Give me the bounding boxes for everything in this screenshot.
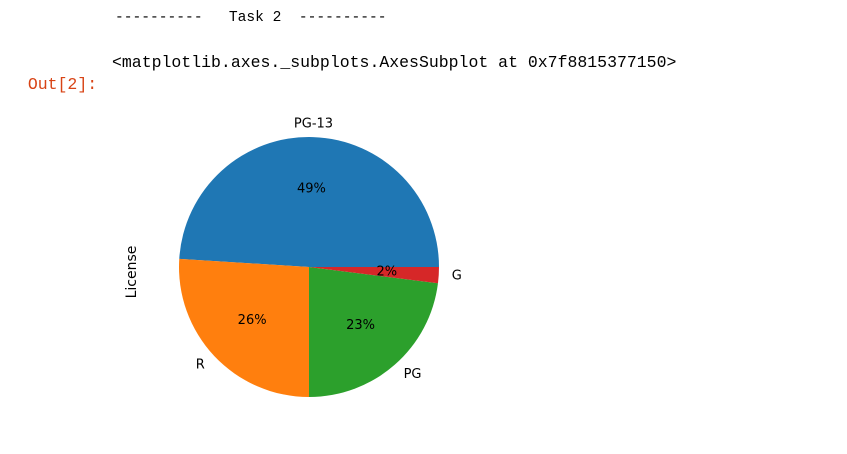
pie-category-label: R [196,357,205,372]
pie-slice-pg-13 [179,137,439,267]
pie-percent-label: 49% [297,182,326,197]
pie-slice-r [178,258,309,397]
pie-percent-label: 23% [346,318,375,333]
pie-category-label: PG-13 [294,117,333,132]
y-axis-label: License [124,246,140,299]
pie-percent-label: 26% [238,313,267,328]
pie-category-label: PG [404,367,422,382]
pie-percent-label: 2% [377,264,398,279]
pie-slice-g [309,267,439,284]
stdout-task-header: ---------- Task 2 ---------- [115,10,387,26]
pie-slice-pg [309,267,438,398]
output-row: Out[2]: <matplotlib.axes._subplots.AxesSu… [8,52,677,96]
out-prompt: Out[2]: [27,75,98,94]
pie-category-labels: PG-13 R PG G [196,117,462,382]
pie-percent-labels: 49% 26% 23% 2% [238,182,397,333]
pie-category-label: G [452,268,462,283]
output-repr: <matplotlib.axes._subplots.AxesSubplot a… [112,53,677,72]
pie-slices [178,137,439,398]
